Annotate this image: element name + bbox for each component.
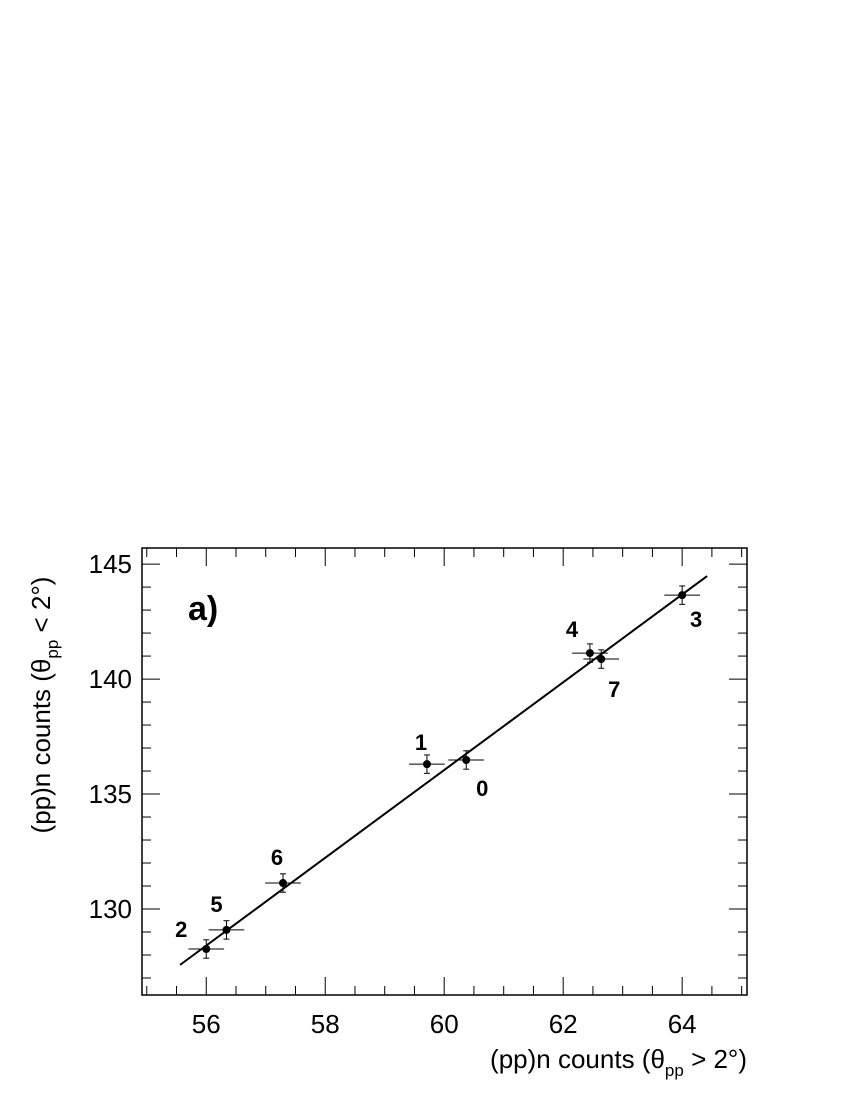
point-label: 7 — [608, 677, 620, 702]
point — [278, 879, 287, 888]
xlabel-text: (pp)n counts (θ — [490, 1044, 665, 1074]
point-label: 1 — [415, 730, 427, 755]
ylabel-tail: < 2°) — [26, 577, 56, 640]
point-label: 3 — [690, 607, 702, 632]
xlabel-tail: > 2°) — [684, 1044, 747, 1074]
point — [462, 756, 471, 765]
y-tick-label: 135 — [89, 779, 132, 809]
point — [597, 655, 606, 664]
y-tick-label: 140 — [89, 664, 132, 694]
xlabel-sub: pp — [665, 1061, 684, 1080]
point — [678, 591, 687, 600]
point-label: 2 — [175, 917, 187, 942]
x-tick-label: 62 — [549, 1009, 578, 1039]
point-label: 6 — [271, 845, 283, 870]
point — [222, 925, 231, 934]
y-tick-label: 130 — [89, 894, 132, 924]
point — [422, 760, 431, 769]
xlabel: (pp)n counts (θpp > 2°) — [490, 1044, 747, 1080]
x-tick-label: 64 — [668, 1009, 697, 1039]
ylabel-sub: pp — [43, 640, 62, 659]
x-tick-label: 60 — [430, 1009, 459, 1039]
plot-frame — [141, 547, 748, 996]
ylabel: (pp)n counts (θpp < 2°) — [26, 577, 62, 834]
panel-label: a) — [188, 590, 218, 628]
x-tick-label: 56 — [192, 1009, 221, 1039]
ylabel-text: (pp)n counts (θ — [26, 659, 56, 834]
x-tick-label: 58 — [311, 1009, 340, 1039]
point-label: 5 — [210, 892, 222, 917]
point-label: 4 — [566, 617, 579, 642]
point — [585, 649, 594, 658]
fit-line — [179, 575, 708, 966]
point — [202, 945, 211, 954]
y-tick-label: 145 — [89, 549, 132, 579]
point-label: 0 — [476, 776, 488, 801]
